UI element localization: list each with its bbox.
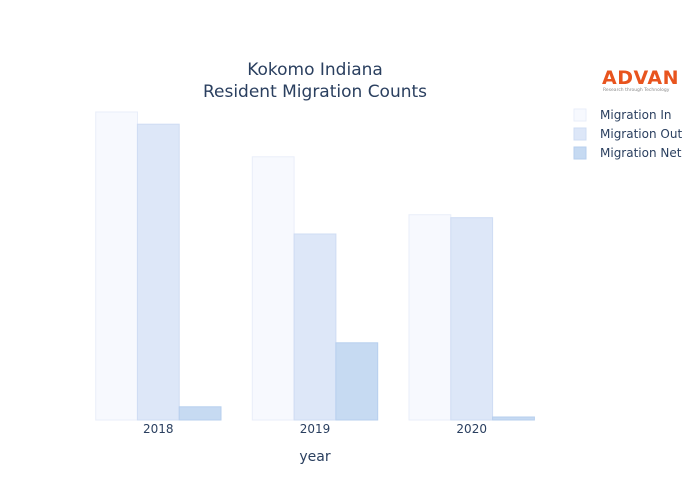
- bar-migration-out-2018[interactable]: [137, 124, 179, 420]
- legend-swatch-migration-out[interactable]: [574, 128, 586, 140]
- bars-layer: [96, 112, 535, 420]
- x-tick-label: 2018: [143, 422, 174, 436]
- bar-migration-net-2020[interactable]: [493, 417, 535, 420]
- bar-migration-in-2018[interactable]: [96, 112, 138, 420]
- legend-swatch-migration-net[interactable]: [574, 147, 586, 159]
- bar-migration-out-2020[interactable]: [451, 218, 493, 420]
- x-tick-labels: 2018 2019 2020: [143, 422, 487, 436]
- legend-label-migration-out[interactable]: Migration Out: [600, 127, 682, 141]
- bar-migration-in-2020[interactable]: [409, 215, 451, 420]
- legend: Migration In Migration Out Migration Net: [574, 108, 682, 160]
- legend-label-migration-in[interactable]: Migration In: [600, 108, 672, 122]
- x-tick-label: 2019: [300, 422, 331, 436]
- x-axis-title: year: [299, 449, 330, 465]
- x-tick-label: 2020: [456, 422, 487, 436]
- advan-logo: ADVAN Research through Technology: [602, 67, 679, 93]
- bar-migration-in-2019[interactable]: [252, 157, 294, 420]
- bar-migration-net-2018[interactable]: [179, 407, 221, 420]
- legend-swatch-migration-in[interactable]: [574, 109, 586, 121]
- logo-tagline: Research through Technology: [603, 87, 670, 93]
- chart-subtitle: Resident Migration Counts: [203, 82, 427, 102]
- bar-migration-out-2019[interactable]: [294, 234, 336, 420]
- bar-migration-net-2019[interactable]: [336, 343, 378, 420]
- chart-title: Kokomo Indiana: [247, 60, 383, 80]
- logo-text: ADVAN: [602, 67, 679, 89]
- chart: 2018 2019 2020 Kokomo Indiana Resident Mig…: [0, 0, 700, 500]
- legend-label-migration-net[interactable]: Migration Net: [600, 146, 682, 160]
